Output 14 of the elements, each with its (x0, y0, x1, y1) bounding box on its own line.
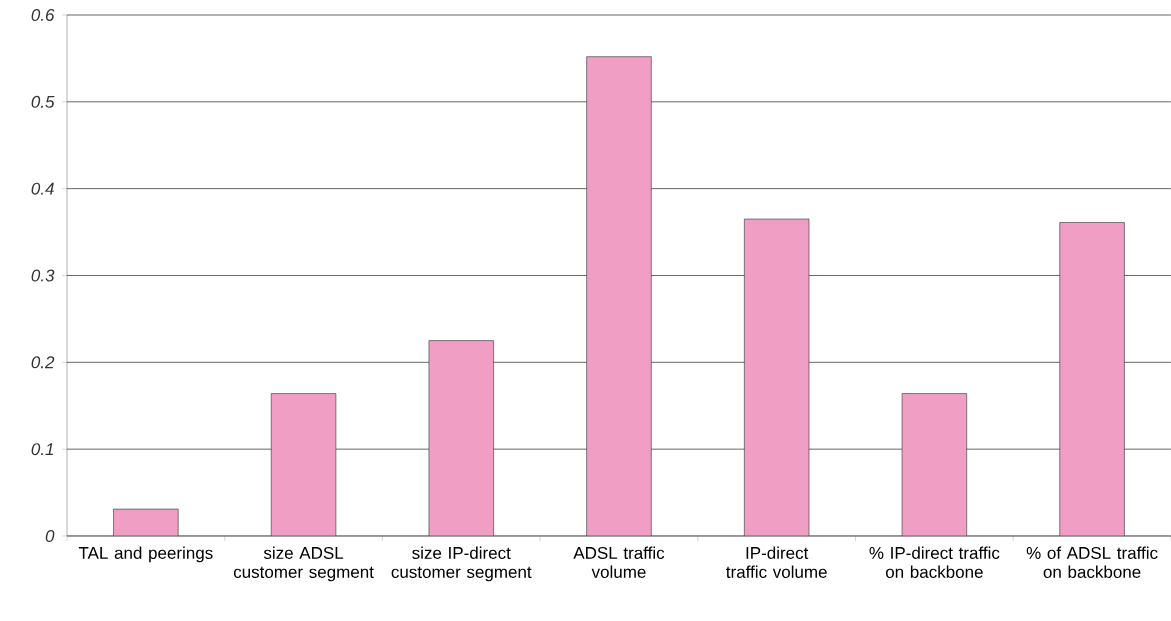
y-tick-label: 0.6 (31, 8, 55, 22)
y-tick-label: 0.4 (31, 182, 54, 195)
x-tick-label: % IP-direct traffic on backbone (869, 546, 1000, 578)
x-tick-label: TAL and peerings (78, 546, 213, 563)
x-tick-label: % of ADSL traffic on backbone (1026, 546, 1158, 578)
y-tick-label: 0 (45, 529, 55, 543)
x-tick-label: size ADSL customer segment (233, 546, 374, 582)
y-tick-label: 0.2 (31, 356, 55, 369)
y-tick-label: 0.3 (31, 269, 55, 282)
y-tick-label: 0.5 (31, 95, 55, 108)
x-tick-label: size IP-direct customer segment (391, 546, 532, 582)
y-tick-label: 0.1 (31, 443, 54, 456)
x-tick-label: ADSL traffic volume (573, 546, 665, 578)
x-tick-label: IP-direct traffic volume (726, 546, 827, 578)
